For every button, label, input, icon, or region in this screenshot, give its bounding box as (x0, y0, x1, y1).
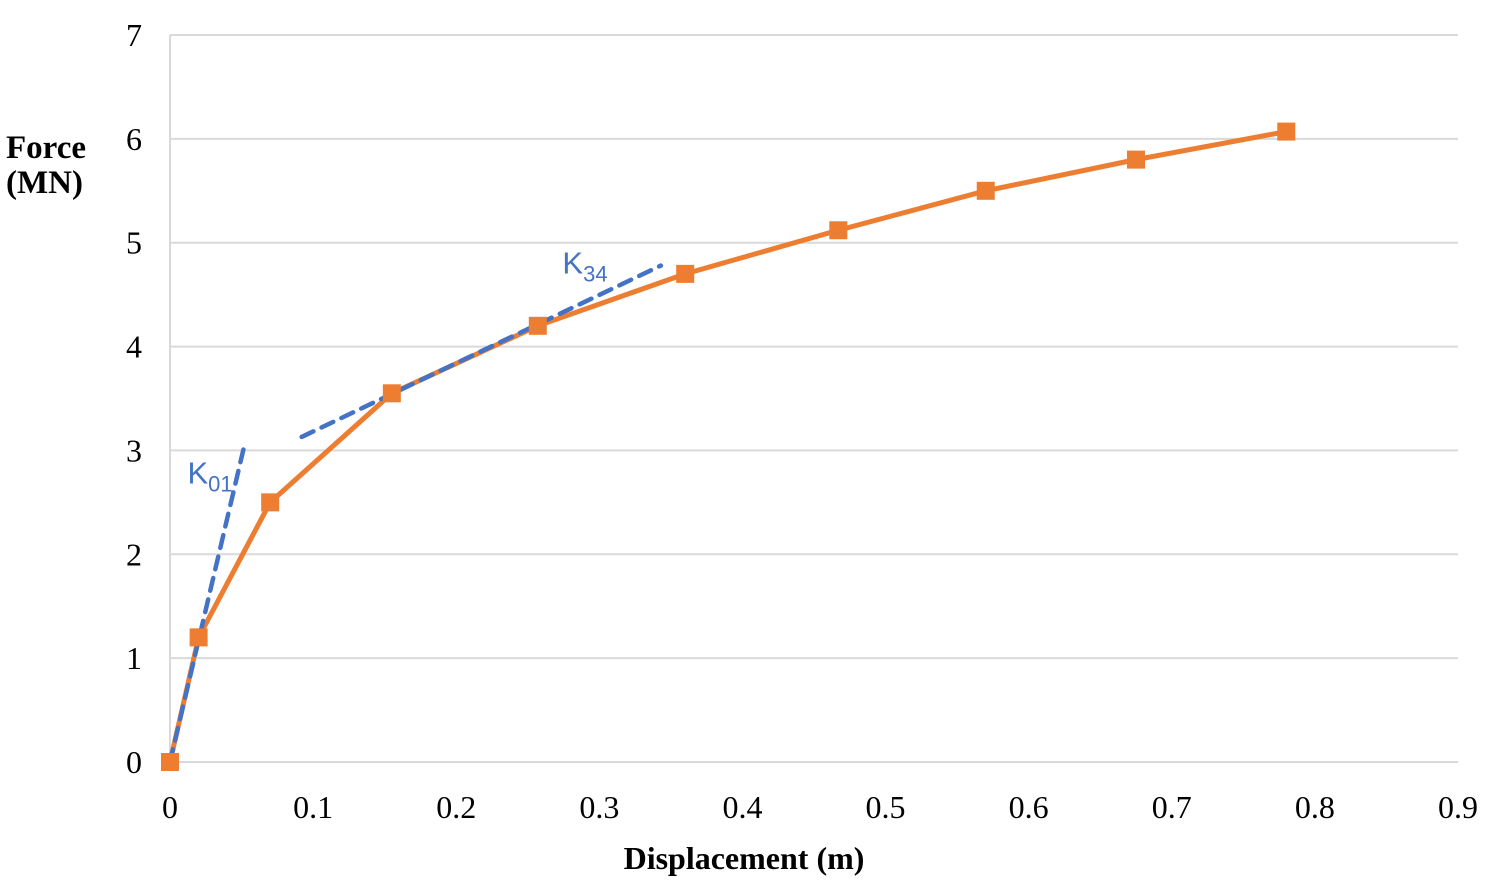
y-tick-label: 3 (126, 432, 142, 468)
data-point-marker (676, 264, 695, 283)
series-line-K34-secant-line (299, 263, 664, 440)
data-point-marker (161, 753, 179, 771)
y-axis-title-line2: (MN) (6, 165, 83, 201)
data-point-marker (829, 221, 848, 240)
y-axis-title-line1: Force (6, 130, 87, 166)
data-point-marker (528, 316, 547, 335)
data-point-marker (976, 181, 995, 200)
y-axis-title: Force (MN) (6, 131, 102, 201)
data-point-marker (261, 493, 280, 512)
annotation-K01: K01 (187, 455, 232, 496)
y-tick-label: 6 (126, 121, 142, 157)
y-tick-label: 2 (126, 536, 142, 572)
annotation-K34: K34 (562, 245, 607, 286)
x-tick-label: 0.6 (1009, 789, 1049, 825)
y-tick-label: 0 (126, 744, 142, 780)
x-tick-label: 0.9 (1438, 789, 1478, 825)
x-tick-label: 0.1 (293, 789, 333, 825)
x-tick-label: 0.5 (866, 789, 906, 825)
x-tick-label: 0.7 (1152, 789, 1192, 825)
data-point-marker (1277, 122, 1296, 141)
y-tick-label: 7 (126, 17, 142, 53)
data-point-marker (382, 384, 401, 403)
x-tick-label: 0.2 (436, 789, 476, 825)
y-tick-label: 4 (126, 329, 142, 365)
series-line-force-displacement-curve (167, 129, 1289, 765)
y-tick-label: 1 (126, 640, 142, 676)
series-line-K01-secant-line (167, 442, 247, 765)
x-tick-label: 0.4 (722, 789, 762, 825)
data-point-marker (189, 628, 208, 647)
y-tick-label: 5 (126, 225, 142, 261)
x-axis-title: Displacement (m) (623, 840, 865, 876)
data-point-marker (1127, 150, 1145, 169)
x-tick-label: 0.3 (579, 789, 619, 825)
x-tick-label: 0.8 (1295, 789, 1335, 825)
x-tick-label: 0 (162, 789, 178, 825)
